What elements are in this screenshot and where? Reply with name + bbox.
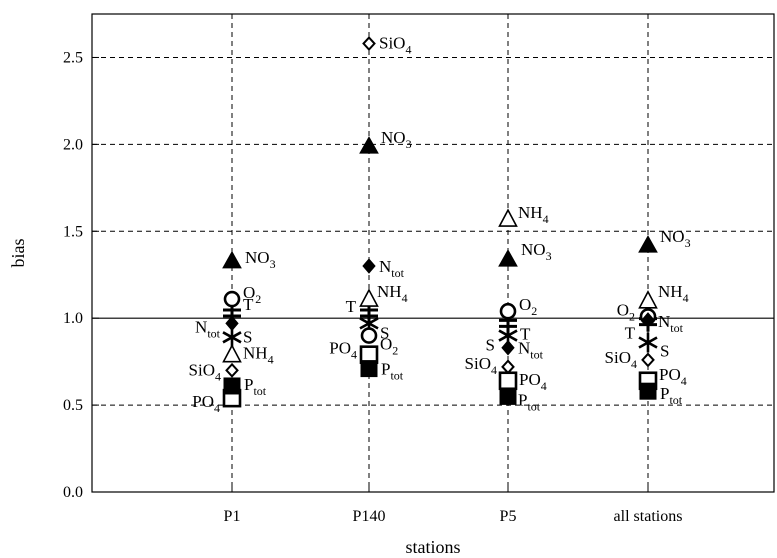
- point-sio4-p140: [362, 36, 376, 52]
- point-label-ptot: Ptot: [660, 384, 683, 407]
- point-label-s: S: [486, 336, 495, 355]
- point-sio4-all-stations: [641, 352, 655, 368]
- point-label-ntot: Ntot: [195, 317, 221, 340]
- point-label-po4: PO4: [329, 339, 357, 362]
- point-ptot-p1: [223, 377, 241, 395]
- y-axis-title: bias: [8, 239, 28, 268]
- point-o2-p1: [223, 290, 241, 308]
- point-label-o2: O2: [617, 300, 635, 323]
- y-tick-label: 1.5: [63, 223, 83, 240]
- point-label-s: S: [380, 323, 389, 342]
- point-label-ntot: Ntot: [379, 257, 405, 280]
- point-ptot-all-stations: [639, 382, 657, 400]
- point-label-ptot: Ptot: [381, 360, 404, 383]
- point-ntot-p5: [501, 339, 515, 356]
- point-label-ptot: Ptot: [244, 375, 267, 398]
- x-tick-label: all stations: [614, 508, 683, 525]
- data-points: [222, 36, 658, 408]
- point-label-po4: PO4: [659, 365, 687, 388]
- point-no3-p5: [498, 249, 518, 267]
- point-label-s: S: [243, 327, 252, 346]
- point-label-no3: NO3: [245, 248, 276, 271]
- point-ptot-p5: [499, 387, 517, 405]
- point-label-ntot: Ntot: [518, 339, 544, 362]
- point-no3-p1: [222, 250, 242, 269]
- point-nh4-p140: [359, 288, 379, 307]
- x-axis-title: stations: [405, 537, 460, 557]
- point-ntot-all-stations: [641, 312, 655, 328]
- point-label-po4: PO4: [519, 370, 547, 393]
- point-label-po4: PO4: [192, 392, 220, 415]
- point-no3-p140: [359, 136, 379, 154]
- point-label-no3: NO3: [381, 128, 412, 151]
- point-label-sio4: SiO4: [189, 360, 221, 383]
- x-tick-label: P140: [353, 508, 386, 525]
- point-sio4-p1: [225, 362, 239, 378]
- point-o2-p140: [360, 327, 378, 344]
- point-label-t: T: [346, 297, 357, 316]
- point-label-s: S: [660, 342, 669, 361]
- y-tick-label: 2.5: [63, 49, 83, 66]
- point-ptot-p140: [360, 360, 378, 378]
- point-label-sio4: SiO4: [605, 348, 637, 371]
- point-label-nh4: NH4: [658, 282, 689, 305]
- point-sio4-p5: [501, 359, 515, 375]
- point-label-ntot: Ntot: [658, 312, 684, 335]
- plot-area: [91, 13, 775, 493]
- point-label-no3: NO3: [521, 240, 552, 263]
- point-label-t: T: [520, 324, 531, 343]
- point-label-sio4: SiO4: [465, 354, 497, 377]
- point-label-t: T: [243, 295, 254, 314]
- x-tick-label: P1: [224, 508, 241, 525]
- point-nh4-p5: [498, 208, 518, 227]
- point-nh4-all-stations: [638, 290, 658, 309]
- point-no3-all-stations: [638, 235, 658, 253]
- point-label-no3: NO3: [660, 227, 691, 250]
- point-label-nh4: NH4: [377, 282, 408, 305]
- point-s-all-stations: [638, 332, 658, 353]
- grid: [92, 14, 774, 492]
- point-label-o2: O2: [519, 295, 537, 318]
- point-o2-p5: [499, 302, 517, 320]
- y-tick-label: 2.0: [63, 136, 83, 153]
- point-label-o2: O2: [243, 283, 261, 306]
- point-label-o2: O2: [380, 335, 398, 358]
- y-tick-label: 0.0: [63, 484, 83, 501]
- point-label-nh4: NH4: [243, 344, 274, 367]
- x-tick-label: P5: [500, 508, 517, 525]
- point-label-t: T: [625, 324, 636, 343]
- point-ntot-p140: [362, 258, 376, 274]
- point-po4-p5: [498, 371, 518, 391]
- point-ntot-p1: [225, 315, 239, 332]
- y-tick-label: 0.5: [63, 397, 83, 414]
- y-tick-label: 1.0: [63, 310, 83, 327]
- point-label-nh4: NH4: [518, 203, 549, 226]
- point-label-ptot: Ptot: [518, 390, 541, 413]
- point-label-sio4: SiO4: [379, 34, 411, 57]
- axes: 0.0 0.5 1.0 1.5 2.0 2.5 P1 P140 P5 all stations: [63, 49, 682, 525]
- point-nh4-p1: [222, 343, 242, 363]
